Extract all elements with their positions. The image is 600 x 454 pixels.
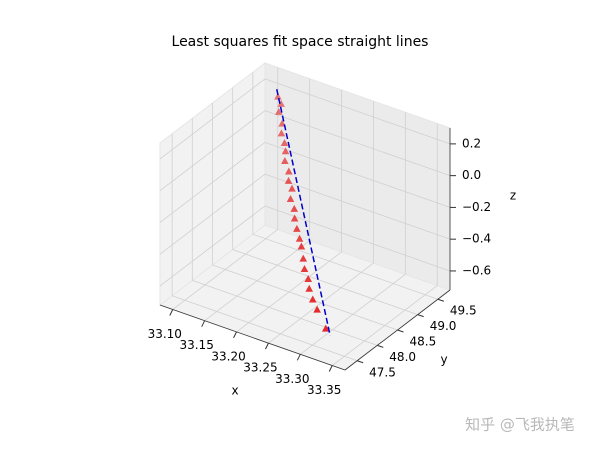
marker [281,147,290,155]
z-tick-label: 0.2 [462,136,481,150]
grid-line [171,295,358,362]
x-tick-label: 33.35 [307,383,341,397]
marker [300,265,309,273]
watermark: 知乎 @飞我执笔 [465,416,575,434]
marker [281,157,289,165]
marker [284,176,293,184]
grid-line [264,142,451,208]
y-tick [356,360,364,364]
x-tick-label: 33.10 [148,327,182,341]
z-tick-label: −0.4 [462,232,491,246]
marker [277,129,286,137]
marker [274,92,282,100]
marker [288,184,296,192]
marker [295,234,304,242]
axis-line [344,289,451,371]
marker [297,242,306,250]
fit-line [276,89,331,336]
z-tick-label: −0.2 [462,200,491,214]
grid-line [232,249,418,315]
marker [308,295,317,303]
z-axis-label: z [510,189,516,203]
x-tick [201,320,206,327]
y-tick [377,344,384,348]
y-tick-label: 48.0 [389,350,416,364]
marker [285,167,293,175]
grid-line [264,173,451,240]
y-tick [437,298,445,302]
marker [299,254,308,262]
y-tick [397,329,404,333]
marker [313,305,321,313]
marker [290,214,299,222]
marker [286,194,295,202]
y-tick [417,314,424,318]
grid-line [159,173,266,255]
grid-line [252,233,439,300]
marker [290,204,299,212]
marker [293,224,301,232]
grid-line [264,78,451,145]
marker [304,274,313,282]
grid-line [159,205,266,287]
marker [277,99,285,107]
x-tick-label: 33.30 [275,372,309,386]
grid-line [192,280,378,346]
marker [305,284,314,292]
z-tick-label: −0.6 [462,263,491,277]
y-axis-label: y [440,353,447,367]
marker [275,107,283,115]
marker [321,324,330,332]
y-tick-label: 47.5 [369,365,396,379]
axis-line [159,304,346,371]
z-tick-label: 0.0 [462,168,481,182]
x-tick [169,309,174,316]
y-tick-label: 48.5 [410,335,437,349]
y-tick-label: 49.0 [430,319,457,333]
grid-line [159,110,266,191]
x-axis-label: x [231,384,238,398]
y-tick-label: 49.5 [450,304,477,318]
x-tick [296,354,301,361]
grid-line [159,142,266,223]
x-tick [233,331,237,339]
grid-line [159,78,266,160]
x-tick [328,365,333,372]
x-tick-label: 33.25 [243,361,277,375]
x-tick-label: 33.20 [211,349,245,363]
marker [280,139,289,147]
x-tick-label: 33.15 [179,338,213,352]
grid-line [212,264,398,331]
chart-title: Least squares fit space straight lines [172,34,429,50]
grid-line [264,110,451,177]
x-tick [265,342,269,350]
